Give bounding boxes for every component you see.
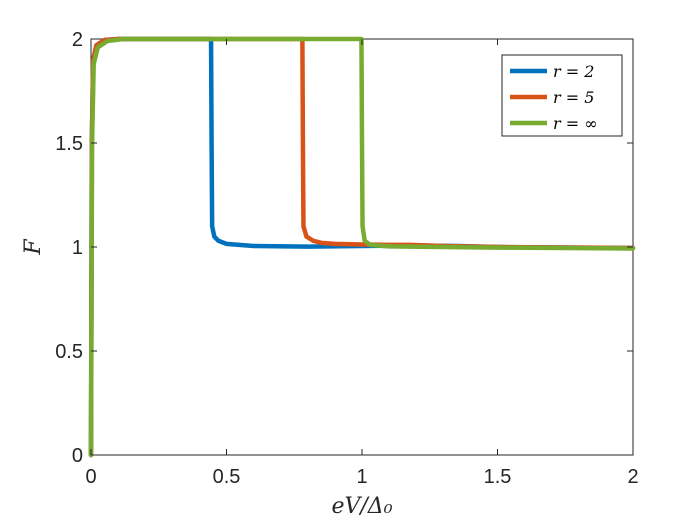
legend-label-r5: r = 5	[553, 88, 594, 107]
x-tick-label: 2	[627, 466, 638, 488]
x-tick-label: 1	[356, 466, 367, 488]
legend: r = 2 r = 5 r = ∞	[501, 54, 623, 137]
y-tick-label: 0.5	[55, 341, 83, 363]
x-tick-label: 0	[85, 466, 96, 488]
y-tick-label: 0	[72, 445, 83, 467]
y-tick-label: 1	[72, 237, 83, 259]
tick-layer: 0 0.5 1 1.5 2 0 0.5 1 1.5 2	[55, 29, 638, 488]
legend-label-rinf: r = ∞	[553, 114, 598, 133]
series-line-2	[88, 36, 636, 458]
x-tick-label: 1.5	[484, 466, 512, 488]
x-tick-label: 0.5	[213, 466, 241, 488]
legend-label-r2: r = 2	[553, 62, 594, 81]
y-tick-label: 2	[72, 29, 83, 51]
x-axis-label: eV/Δ₀	[331, 494, 392, 519]
series-layer	[88, 36, 636, 458]
y-axis-label: F	[21, 239, 46, 256]
y-tick-label: 1.5	[55, 133, 83, 155]
